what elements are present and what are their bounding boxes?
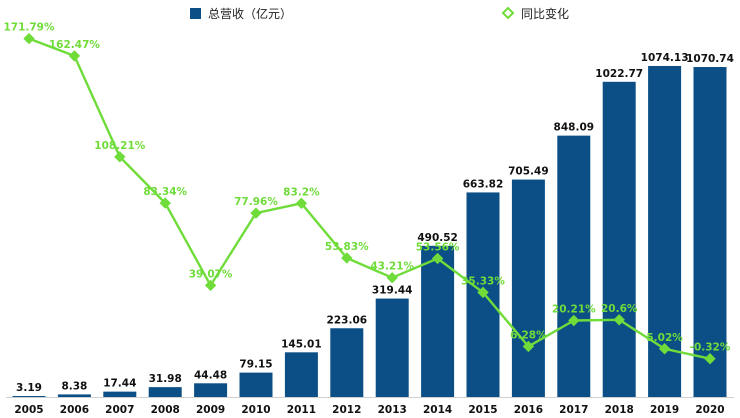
x-tick-label: 2013: [378, 404, 407, 416]
bar-value-label: 3.19: [16, 382, 42, 394]
x-tick-label: 2009: [196, 404, 225, 416]
x-tick-label: 2018: [605, 404, 634, 416]
bar: [375, 298, 409, 397]
bar: [148, 387, 182, 397]
bar-value-label: 490.52: [417, 232, 458, 244]
x-tick-label: 2008: [151, 404, 180, 416]
line-value-label: 20.6%: [601, 303, 638, 315]
bar: [57, 394, 91, 397]
x-tick-label: 2016: [514, 404, 543, 416]
line-point: [250, 207, 262, 219]
bar-value-label: 1070.74: [686, 53, 734, 65]
line-point: [568, 314, 580, 327]
line-value-label: 6.28%: [510, 329, 547, 341]
bar: [693, 67, 727, 398]
x-tick-label: 2019: [650, 404, 679, 416]
bar: [239, 372, 273, 397]
x-tick-label: 2012: [332, 404, 361, 416]
line-value-label: 77.96%: [234, 196, 278, 208]
bar: [557, 135, 591, 397]
x-tick-label: 2005: [14, 404, 43, 416]
x-tick-label: 2015: [468, 404, 497, 416]
line-value-label: 43.21%: [370, 261, 414, 273]
line-value-label: 5.02%: [646, 332, 683, 344]
line-point: [204, 279, 217, 292]
legend-bar-label: 总营收（亿元）: [208, 6, 292, 21]
x-tick-label: 2017: [559, 404, 588, 416]
line-point: [386, 272, 398, 284]
line-value-label: 162.47%: [49, 39, 101, 51]
line-value-label: 83.34%: [143, 186, 187, 198]
x-tick-label: 2007: [105, 404, 134, 416]
line-point: [295, 197, 308, 210]
x-tick-label: 2011: [287, 404, 316, 416]
line-point: [114, 151, 126, 163]
line-point: [341, 252, 353, 264]
bar-value-label: 848.09: [554, 122, 595, 134]
bar: [511, 179, 545, 397]
bar-value-label: 1074.13: [641, 52, 689, 64]
bar-value-label: 31.98: [149, 373, 182, 385]
bar-value-label: 44.48: [194, 369, 227, 381]
line-point: [23, 32, 35, 45]
bar: [194, 383, 228, 397]
line-value-label: 108.21%: [94, 140, 146, 152]
line-value-label: 35.33%: [461, 275, 505, 287]
bar-value-label: 8.38: [61, 380, 87, 392]
bar-value-label: 1022.77: [595, 68, 643, 80]
line-value-label: 53.83%: [325, 241, 369, 253]
legend-line-marker: [501, 6, 515, 20]
line-point: [159, 197, 171, 209]
line-value-label: 20.21%: [552, 304, 596, 316]
line-point: [477, 286, 489, 299]
bar: [12, 396, 46, 397]
bar: [103, 391, 137, 397]
line-value-label: 53.56%: [416, 241, 460, 253]
line-value-label: 39.07%: [189, 268, 233, 280]
bar-value-label: 145.01: [281, 338, 322, 350]
bar-value-label: 17.44: [103, 378, 136, 390]
bar-value-label: 663.82: [463, 178, 504, 190]
bar: [330, 328, 364, 397]
bar: [602, 81, 636, 398]
bar-value-label: 705.49: [508, 166, 549, 178]
line-value-label: -0.32%: [690, 342, 731, 354]
line-value-label: 171.79%: [3, 22, 55, 34]
bar-value-label: 223.06: [327, 314, 368, 326]
bar: [421, 245, 455, 397]
line-point: [68, 50, 81, 62]
line-point: [613, 314, 625, 326]
bar-value-label: 319.44: [372, 285, 413, 297]
bar-value-label: 79.15: [239, 359, 272, 371]
line-point: [704, 352, 716, 365]
bar: [284, 352, 318, 397]
x-tick-label: 2014: [423, 404, 452, 416]
line-value-label: 83.2%: [283, 186, 320, 198]
legend-line-label: 同比变化: [521, 6, 569, 21]
line-point: [522, 340, 535, 353]
line-point: [658, 343, 671, 355]
line-series-path: [28, 37, 711, 360]
legend-bar-marker: [190, 8, 201, 19]
x-tick-label: 2006: [60, 404, 89, 416]
x-tick-label: 2020: [695, 404, 724, 416]
line-point: [431, 252, 444, 265]
x-tick-label: 2010: [241, 404, 270, 416]
